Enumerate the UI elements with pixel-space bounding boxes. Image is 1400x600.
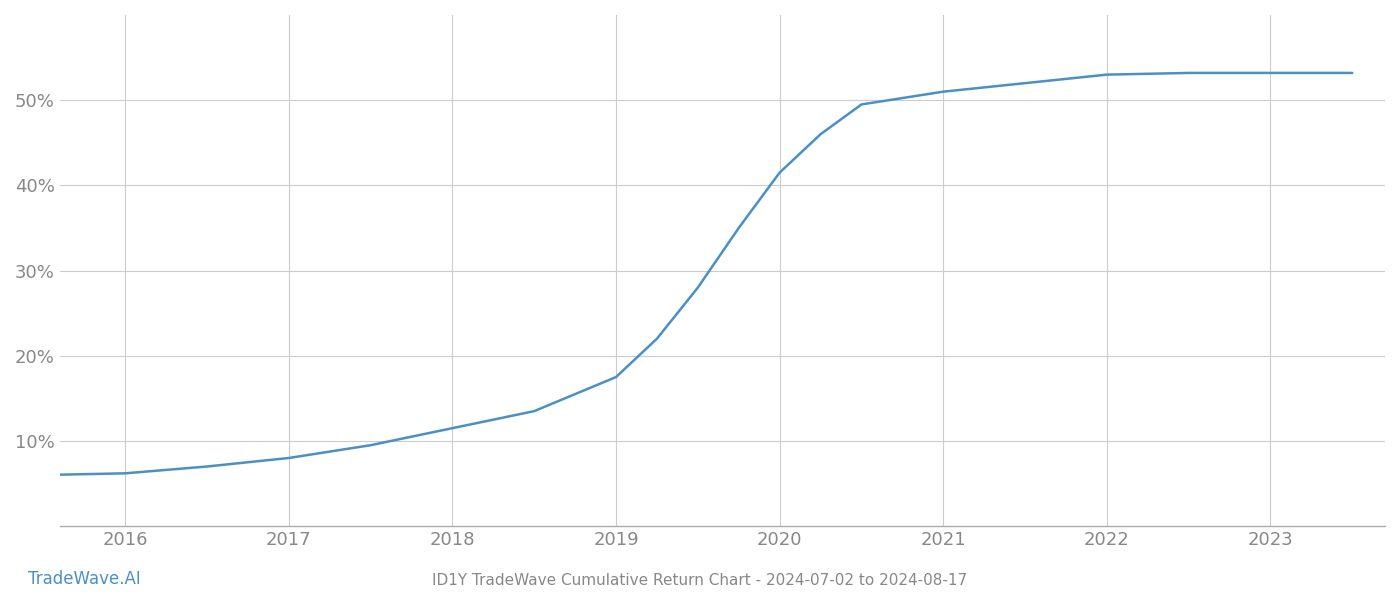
Text: ID1Y TradeWave Cumulative Return Chart - 2024-07-02 to 2024-08-17: ID1Y TradeWave Cumulative Return Chart -… [433, 573, 967, 588]
Text: TradeWave.AI: TradeWave.AI [28, 570, 141, 588]
